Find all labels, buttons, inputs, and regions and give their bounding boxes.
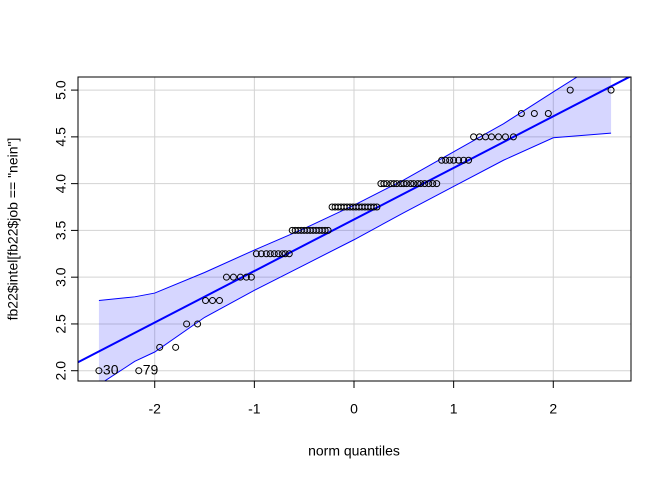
point (407, 180, 415, 188)
point (257, 250, 265, 258)
reference-line (78, 77, 631, 364)
point (450, 156, 458, 164)
point (530, 109, 538, 117)
point (321, 226, 329, 234)
point (393, 180, 401, 188)
point (455, 156, 463, 164)
point (135, 367, 143, 375)
y-tick-label: 3.5 (53, 220, 69, 240)
point (414, 180, 422, 188)
y-tick-label: 2.0 (53, 361, 69, 381)
point (95, 367, 103, 375)
point (202, 297, 210, 305)
point (383, 180, 391, 188)
point (222, 273, 230, 281)
point (370, 203, 378, 211)
band-lower (103, 132, 612, 381)
point (183, 320, 191, 328)
point (425, 180, 433, 188)
point (262, 250, 270, 258)
y-tick-label: 3.0 (53, 267, 69, 287)
point (446, 156, 454, 164)
point (373, 203, 381, 211)
point (509, 133, 517, 141)
y-tick-label: 2.5 (53, 314, 69, 334)
point (403, 180, 411, 188)
point (442, 156, 450, 164)
x-tick-label: 2 (549, 401, 557, 417)
point (433, 180, 441, 188)
point (438, 156, 446, 164)
point (421, 180, 429, 188)
point (209, 297, 217, 305)
point (566, 86, 574, 94)
point (390, 180, 398, 188)
point (194, 320, 202, 328)
band-upper (98, 77, 578, 302)
point (410, 180, 418, 188)
x-tick-label: -1 (248, 401, 261, 417)
point (285, 250, 293, 258)
point (270, 250, 278, 258)
point (278, 250, 286, 258)
point (429, 180, 437, 188)
point (607, 86, 615, 94)
point (229, 273, 237, 281)
confidence-band (98, 77, 612, 381)
y-axis-label: fb22$intel[fb22$job == "nein"] (5, 138, 21, 321)
point (252, 250, 260, 258)
point (242, 273, 250, 281)
point (266, 250, 274, 258)
point (281, 250, 289, 258)
point (400, 180, 408, 188)
point (544, 109, 552, 117)
point (501, 133, 509, 141)
plot-area (78, 77, 631, 381)
point (494, 133, 502, 141)
y-tick-label: 5.0 (53, 80, 69, 100)
point (247, 273, 255, 281)
point (488, 133, 496, 141)
point (324, 226, 332, 234)
y-tick-label: 4.0 (53, 174, 69, 194)
x-tick-label: 0 (350, 401, 358, 417)
point (517, 109, 525, 117)
point (172, 343, 180, 351)
point (215, 297, 223, 305)
x-tick-label: 1 (450, 401, 458, 417)
point (417, 180, 425, 188)
point-label: 79 (143, 361, 159, 377)
x-tick-label: -2 (148, 401, 161, 417)
point (274, 250, 282, 258)
x-axis-label: norm quantiles (308, 443, 400, 459)
y-tick-label: 4.5 (53, 127, 69, 147)
point-label: 30 (103, 361, 119, 377)
point (465, 156, 473, 164)
point (156, 343, 164, 351)
point (380, 180, 388, 188)
point (460, 156, 468, 164)
